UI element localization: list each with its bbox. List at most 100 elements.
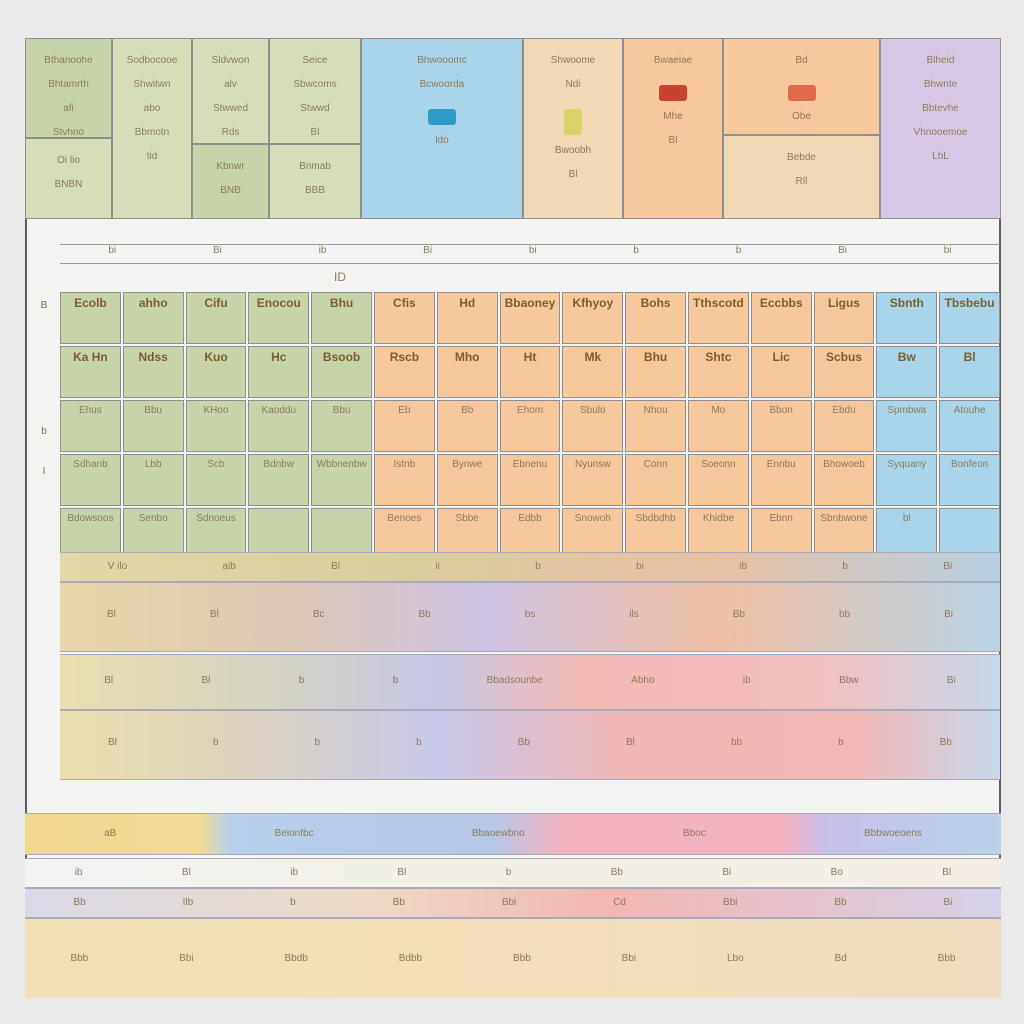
text: Rds (221, 127, 240, 138)
band-text: b (416, 737, 422, 748)
header-bottom-3: Bnmab BBB (269, 144, 361, 219)
band-text: Bi (943, 561, 953, 572)
band-text: Beiontbc (274, 828, 314, 839)
text: Bl (310, 127, 320, 138)
footer-text: Bo (830, 867, 843, 878)
header-cell-5: Bhwooomc Bcwoorda ldo (361, 38, 523, 219)
header-cell-9: Bebde Rll (723, 135, 880, 219)
ruler-mark: Bi (212, 245, 222, 256)
text: Bbtevhe (922, 103, 959, 114)
lower-band-2: Bl Bl Bc Bb bs ils Bb bb Bi (60, 582, 1000, 652)
header-bottom-1: Oi lio BNBN (25, 138, 112, 219)
element-cell: Ebdu (813, 400, 875, 452)
text: abo (143, 103, 161, 114)
element-cell: Ehus (60, 400, 121, 452)
element-cell: Bhowoeb (813, 454, 875, 506)
band-text: Bb (517, 737, 530, 748)
footer-row-2: Bb Ilb b Bb Bbi Cd Bbi Bb Bi (25, 888, 1001, 918)
header-cell-10: Blheid Bhwnte Bbtevhe Vhnooemoe LbL (880, 38, 1001, 219)
text: Kbnwr (216, 161, 245, 172)
element-cell: Bbon (750, 400, 812, 452)
ruler-mark: bi (943, 245, 952, 256)
band-text: Bbw (839, 675, 859, 686)
element-cell: Cfis (373, 292, 435, 344)
element-cell: Bohs (625, 292, 686, 344)
band-text: Abho (631, 675, 655, 686)
text: Bd (795, 55, 808, 66)
element-cell: Bdnbw (248, 454, 310, 506)
text: Stvhno (52, 127, 85, 138)
band-text: V ilo (107, 561, 128, 572)
footer-text: Cd (613, 897, 626, 908)
ruler-mark: b (735, 245, 742, 256)
element-cell: Khidbe (687, 508, 749, 560)
band-text: Bl (107, 609, 116, 620)
lower-band-3: Bl Bl b b Bbadsounbe Abho ib Bbw Bi (60, 654, 1000, 710)
footer-text: Bbb (512, 953, 531, 964)
element-cell: Nyunsw (562, 454, 624, 506)
band-text: b (838, 737, 844, 748)
element-cell: Bbaoney (499, 292, 561, 344)
band-text: Bbadsounbe (486, 675, 543, 686)
text: Blheid (926, 55, 955, 66)
band-text: aB (104, 828, 117, 839)
element-cell: Scb (185, 454, 247, 506)
text: alv (224, 79, 237, 90)
footer-text: ib (290, 867, 299, 878)
main-grid: Ecolb ahho Cifu Enocou Bhu Cfis Hd Bbaon… (60, 292, 1000, 560)
element-cell: Bynwe (436, 454, 498, 506)
band-text: b (298, 675, 305, 686)
element-cell: Ht (499, 346, 561, 398)
element-cell: Eccbbs (750, 292, 812, 344)
text: Mhe (663, 111, 683, 122)
text: Stwwed (212, 103, 248, 114)
footer-text: Bl (942, 867, 952, 878)
element-cell: Atouhe (939, 400, 1000, 452)
footer-text: Bl (181, 867, 191, 878)
band-text: Bb (939, 737, 952, 748)
element-cell: Ebnenu (499, 454, 561, 506)
element-cell: Lbb (122, 454, 184, 506)
band-text: Bb (418, 609, 431, 620)
header-cell-8: Bd Obe (723, 38, 880, 135)
footer-text: Bbi (501, 897, 517, 908)
red-swatch-icon (659, 85, 687, 101)
text: Oi lio (57, 155, 80, 166)
element-cell: Bdowsoos (60, 508, 121, 560)
footer-text: Bbb (70, 953, 89, 964)
band-text: b (535, 561, 541, 572)
element-cell: Sbnbwone (813, 508, 875, 560)
element-cell: Shtc (687, 346, 749, 398)
element-cell: Soeonn (687, 454, 749, 506)
element-cell: Bl (939, 346, 1000, 398)
text: Bwaeiae (653, 55, 693, 66)
band-text: Bi (946, 675, 956, 686)
ruler-mark: b (633, 245, 639, 256)
element-cell: Mo (687, 400, 749, 452)
element-cell: Rscb (373, 346, 435, 398)
text: BBB (304, 185, 325, 196)
element-cell (311, 508, 372, 560)
ruler-mark: bi (108, 245, 117, 256)
footer-row-3: Bbb Bbi Bbdb Bdbb Bbb Bbi Lbo Bd Bbb (25, 918, 1001, 998)
ruler: bi Bi ib Bi bi b b Bi bi (60, 244, 1000, 264)
element-cell: Bb (436, 400, 498, 452)
orange-swatch-icon (787, 85, 816, 101)
element-cell (939, 508, 1000, 560)
lower-band-5: aB Beiontbc Bbaoewbno Bboc Bbbwoeoens (25, 813, 1001, 855)
lower-band-1: V ilo aib Bl ii b bi ib b Bi (60, 552, 1000, 582)
band-text: ib (739, 561, 748, 572)
band-text: bb (730, 737, 743, 748)
text: Shwitwn (133, 79, 171, 90)
footer-text: Bbdb (284, 953, 308, 964)
element-cell: Sbbe (436, 508, 498, 560)
text: ldo (435, 135, 449, 146)
row-label: B (40, 300, 48, 311)
element-cell: Kfhyoy (562, 292, 624, 344)
band-text: Bl (626, 737, 635, 748)
element-cell: Cifu (185, 292, 247, 344)
element-cell: Mk (562, 346, 624, 398)
band-text: b (314, 737, 321, 748)
footer-text: Bbi (621, 953, 637, 964)
header-bottom-2: Kbnwr BNB (192, 144, 269, 219)
